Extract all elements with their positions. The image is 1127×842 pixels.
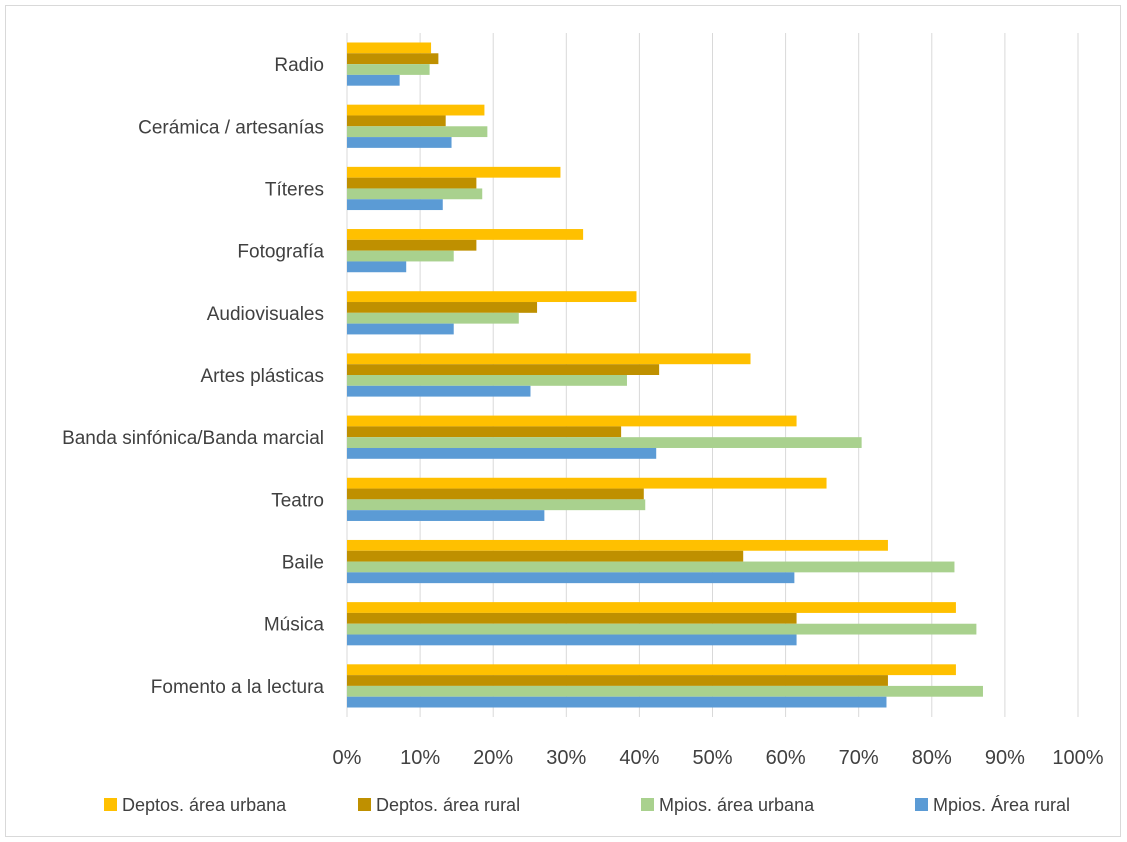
category-label: Radio [274, 55, 324, 76]
bar [347, 696, 887, 708]
bar [347, 612, 797, 624]
bar [347, 364, 660, 375]
bar [347, 477, 827, 489]
category-label: Fotografía [237, 242, 324, 263]
bar [347, 675, 888, 686]
legend-label: Mpios. Área rural [933, 795, 1070, 815]
bar [347, 510, 545, 521]
x-tick-label: 90% [985, 747, 1025, 769]
category-label: Música [264, 615, 325, 636]
legend-swatch [358, 798, 371, 811]
x-tick-label: 70% [839, 747, 879, 769]
bar [347, 53, 439, 65]
bar [347, 623, 977, 635]
bar [347, 447, 657, 459]
legend-label: Deptos. área rural [376, 795, 520, 815]
category-label: Teatro [271, 490, 324, 511]
legend-swatch [641, 798, 654, 811]
x-tick-label: 0% [333, 747, 362, 769]
category-label: Audiovisuales [207, 304, 324, 325]
bar [347, 550, 744, 562]
x-tick-label: 50% [692, 747, 732, 769]
bar [347, 664, 956, 676]
category-label: Títeres [265, 179, 324, 200]
bar [347, 561, 955, 573]
bar [347, 375, 627, 386]
bar [347, 634, 797, 646]
bar [347, 261, 407, 273]
bar [347, 415, 797, 427]
bar [347, 199, 443, 211]
bar [347, 312, 519, 324]
bar [347, 250, 454, 262]
bar [347, 602, 956, 613]
bar [347, 239, 477, 251]
bar [347, 177, 477, 189]
category-label: Fomento a la lectura [151, 677, 325, 698]
bar [347, 188, 483, 200]
x-tick-label: 10% [400, 747, 440, 769]
category-label: Cerámica / artesanías [138, 117, 324, 138]
bar [347, 42, 432, 54]
category-label: Artes plásticas [200, 366, 324, 387]
legend-swatch [915, 798, 928, 811]
x-tick-label: 80% [912, 747, 952, 769]
bar [347, 126, 488, 138]
x-tick-label: 40% [619, 747, 659, 769]
x-tick-label: 100% [1052, 747, 1103, 769]
bar [347, 64, 430, 75]
bar [347, 499, 646, 511]
bar [347, 426, 622, 438]
bar [347, 291, 637, 303]
bar [347, 685, 983, 697]
bar [347, 572, 795, 584]
bar [347, 488, 644, 500]
bar [347, 74, 400, 86]
bar [347, 115, 446, 127]
bar [347, 353, 751, 365]
bar [347, 539, 888, 551]
legend-label: Deptos. área urbana [122, 795, 287, 815]
x-tick-label: 30% [546, 747, 586, 769]
category-label: Baile [282, 553, 324, 574]
category-label: Banda sinfónica/Banda marcial [62, 428, 324, 449]
bar [347, 229, 584, 240]
bar [347, 302, 538, 313]
bar [347, 323, 454, 335]
bar [347, 137, 452, 148]
bar [347, 437, 862, 448]
bar [347, 385, 531, 397]
bar [347, 166, 561, 178]
legend-swatch [104, 798, 117, 811]
x-tick-label: 60% [766, 747, 806, 769]
x-tick-label: 20% [473, 747, 513, 769]
legend-label: Mpios. área urbana [659, 795, 815, 815]
bar [347, 104, 485, 116]
